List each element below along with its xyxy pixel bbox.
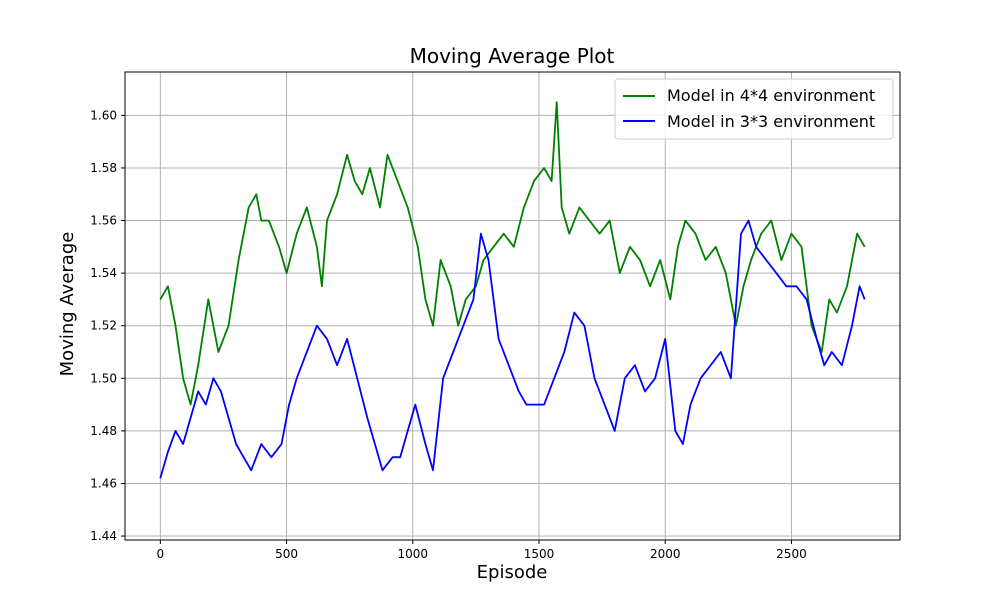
- y-tick-label: 1.50: [90, 371, 117, 385]
- x-tick-label: 0: [157, 547, 165, 561]
- series-layer: [159, 101, 866, 479]
- x-tick-label: 1500: [524, 547, 555, 561]
- x-axis-label: Episode: [477, 562, 548, 583]
- y-tick-label: 1.60: [90, 108, 117, 122]
- grid: [125, 72, 900, 540]
- legend-box: [614, 78, 894, 140]
- x-tick-label: 2000: [650, 547, 681, 561]
- y-tick-label: 1.56: [90, 214, 117, 228]
- x-tick-label: 1000: [398, 547, 429, 561]
- plot-frame: [124, 71, 901, 541]
- x-tick-label: 500: [275, 547, 298, 561]
- y-tick-label: 1.44: [90, 529, 117, 543]
- y-tick-label: 1.54: [90, 266, 117, 280]
- chart-title: Moving Average Plot: [410, 44, 615, 68]
- x-axis: 0 500 1000 1500 2000 2500: [157, 540, 807, 561]
- series-line-3x3: [159, 219, 866, 479]
- legend-label-4x4: Model in 4*4 environment: [667, 86, 875, 105]
- legend-label-3x3: Model in 3*3 environment: [667, 112, 875, 131]
- y-tick-label: 1.52: [90, 319, 117, 333]
- series-line-4x4: [159, 101, 866, 406]
- x-tick-label: 2500: [776, 547, 807, 561]
- y-tick-label: 1.46: [90, 476, 117, 490]
- y-axis: 1.44 1.46 1.48 1.50 1.52 1.54 1.56 1.58 1.60: [90, 108, 125, 543]
- legend: Model in 4*4 environment Model in 3*3 en…: [614, 78, 894, 140]
- y-tick-label: 1.58: [90, 161, 117, 175]
- y-axis-label: Moving Average: [57, 232, 78, 377]
- y-tick-label: 1.48: [90, 424, 117, 438]
